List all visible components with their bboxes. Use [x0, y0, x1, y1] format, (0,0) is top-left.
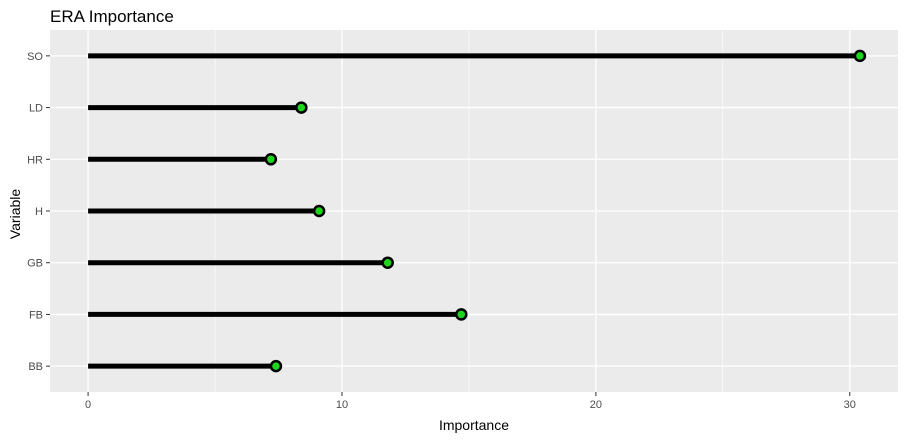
lollipop-point-gb: [381, 256, 394, 269]
lollipop-point-bb: [269, 359, 283, 373]
y-tick-label: BB: [28, 361, 43, 373]
x-axis: 0 10 20 30: [85, 392, 856, 411]
x-axis-title: Importance: [439, 417, 509, 433]
x-tick-label: 30: [844, 399, 856, 411]
y-axis: SO LD HR H GB FB BB: [27, 51, 50, 373]
lollipop-point-so: [853, 49, 867, 63]
y-tick-label: H: [35, 206, 43, 218]
x-tick-label: 0: [85, 399, 91, 411]
x-tick-label: 20: [590, 399, 602, 411]
lollipop-point-ld: [295, 101, 308, 114]
lollipop-point-fb: [455, 308, 468, 321]
y-tick-label: FB: [29, 309, 43, 321]
lollipop-marks: [88, 49, 867, 373]
y-axis-title: Variable: [7, 189, 23, 240]
y-tick-label: SO: [27, 51, 43, 63]
lollipop-point-hr: [264, 153, 278, 166]
lollipop-point-h: [312, 204, 326, 218]
y-tick-label: GB: [27, 258, 43, 270]
y-tick-label: LD: [29, 103, 43, 115]
y-tick-label: HR: [27, 154, 43, 166]
chart-title: ERA Importance: [50, 7, 174, 26]
x-tick-label: 10: [336, 399, 348, 411]
